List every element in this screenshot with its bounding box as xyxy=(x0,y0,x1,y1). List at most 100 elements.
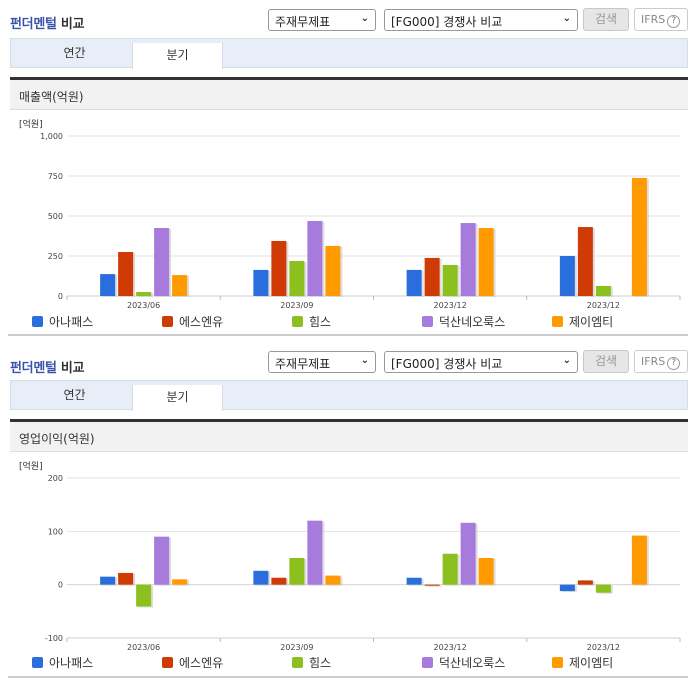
bar[interactable] xyxy=(595,584,611,593)
legend-item[interactable]: 힘스 xyxy=(292,313,331,330)
metric-title: 영업이익(억원) xyxy=(10,422,688,452)
bar[interactable] xyxy=(154,536,170,585)
search-button[interactable]: 검색 xyxy=(583,8,629,31)
x-tick-label: 2023/12 xyxy=(587,301,620,310)
panel-header: 펀더멘털 비교 주재무제표 ⌄ [FG000] 경쟁사 비교 ⌄ 검색 IFRS? xyxy=(0,0,696,38)
bar[interactable] xyxy=(307,220,323,296)
tab-annual[interactable]: 연간 xyxy=(63,46,86,60)
statement-select[interactable]: 주재무제표 ⌄ xyxy=(268,9,376,31)
period-tabs: 연간 분기 xyxy=(10,380,688,411)
legend-item[interactable]: 아나패스 xyxy=(32,313,93,330)
fundamental-panel-revenue: 펀더멘털 비교 주재무제표 ⌄ [FG000] 경쟁사 비교 ⌄ 검색 IFRS? … xyxy=(0,0,696,336)
bar[interactable] xyxy=(595,285,611,296)
chevron-down-icon: ⌄ xyxy=(360,355,369,366)
bar[interactable] xyxy=(442,264,458,296)
legend-label: 아나패스 xyxy=(49,656,94,670)
tab-annual[interactable]: 연간 xyxy=(63,388,86,402)
legend-item[interactable]: 에스엔유 xyxy=(162,313,223,330)
legend-item[interactable]: 제이엠티 xyxy=(552,313,613,330)
panel-header: 펀더멘털 비교 주재무제표 ⌄ [FG000] 경쟁사 비교 ⌄ 검색 IFRS? xyxy=(0,342,696,380)
ifrs-button[interactable]: IFRS? xyxy=(634,8,688,31)
legend-item[interactable]: 제이엠티 xyxy=(552,654,613,671)
chevron-down-icon: ⌄ xyxy=(562,355,571,366)
divider xyxy=(8,334,688,336)
panel-title: 펀더멘털 비교 xyxy=(10,361,85,376)
x-tick-label: 2023/12 xyxy=(434,301,467,310)
group-select[interactable]: [FG000] 경쟁사 비교 ⌄ xyxy=(384,9,578,31)
legend-label: 힘스 xyxy=(309,656,332,670)
metric-title: 매출액(억원) xyxy=(10,80,688,110)
bar[interactable] xyxy=(118,252,134,296)
bar[interactable] xyxy=(631,535,647,585)
tab-quarterly[interactable]: 분기 xyxy=(132,43,223,69)
bar[interactable] xyxy=(577,580,593,585)
legend-label: 덕산네오룩스 xyxy=(439,315,506,329)
bar[interactable] xyxy=(424,257,440,296)
legend-item[interactable]: 아나패스 xyxy=(32,654,93,671)
tab-quarterly[interactable]: 분기 xyxy=(132,385,223,411)
bar[interactable] xyxy=(118,572,134,585)
bar[interactable] xyxy=(559,256,575,296)
panel-title: 펀더멘털 비교 xyxy=(10,17,85,32)
divider xyxy=(10,419,688,422)
ifrs-button[interactable]: IFRS? xyxy=(634,350,688,373)
x-tick-label: 2023/12 xyxy=(434,643,467,652)
legend-swatch-icon xyxy=(422,657,433,668)
y-tick-label: 250 xyxy=(48,252,63,261)
y-tick-label: 1,000 xyxy=(40,132,63,141)
legend-label: 덕산네오룩스 xyxy=(439,656,506,670)
bar[interactable] xyxy=(460,522,476,585)
x-tick-label: 2023/06 xyxy=(127,643,160,652)
legend-swatch-icon xyxy=(292,316,303,327)
bar[interactable] xyxy=(253,269,269,296)
legend-swatch-icon xyxy=(422,316,433,327)
bar[interactable] xyxy=(100,274,116,296)
bar[interactable] xyxy=(325,245,341,296)
bar[interactable] xyxy=(136,292,152,296)
bar[interactable] xyxy=(406,269,422,296)
operating-profit-bar-chart: -100 0 100 200 2023/06 2023/09 2023/12 2023/12 xyxy=(45,474,681,652)
bar[interactable] xyxy=(271,240,287,296)
y-tick-label: 500 xyxy=(48,212,63,221)
bar[interactable] xyxy=(631,177,647,296)
x-tick-label: 2023/06 xyxy=(127,301,160,310)
legend-item[interactable]: 힘스 xyxy=(292,654,331,671)
bar[interactable] xyxy=(442,553,458,585)
unit-label: [억원] xyxy=(19,462,43,472)
bar[interactable] xyxy=(100,576,116,585)
bar[interactable] xyxy=(136,584,152,607)
legend-item[interactable]: 덕산네오룩스 xyxy=(422,654,505,671)
revenue-bar-chart: 0 250 500 750 1,000 2023/06 2023/09 2023/12 2023… xyxy=(40,132,681,310)
help-icon[interactable]: ? xyxy=(667,15,681,28)
bar[interactable] xyxy=(253,570,269,585)
bar[interactable] xyxy=(559,584,575,592)
bar[interactable] xyxy=(289,558,305,585)
legend-label: 아나패스 xyxy=(49,315,94,329)
bar[interactable] xyxy=(424,584,440,586)
bar[interactable] xyxy=(577,227,593,296)
legend-swatch-icon xyxy=(32,316,43,327)
bar[interactable] xyxy=(154,228,170,296)
bar[interactable] xyxy=(172,579,188,585)
statement-select[interactable]: 주재무제표 ⌄ xyxy=(268,351,376,373)
legend-label: 에스엔유 xyxy=(179,656,224,670)
bar[interactable] xyxy=(478,558,494,585)
bar[interactable] xyxy=(325,575,341,585)
bar[interactable] xyxy=(289,260,305,296)
bar[interactable] xyxy=(460,223,476,296)
legend-label: 힘스 xyxy=(309,315,332,329)
legend-swatch-icon xyxy=(32,657,43,668)
y-tick-label: 0 xyxy=(58,581,63,590)
legend-item[interactable]: 에스엔유 xyxy=(162,654,223,671)
bar[interactable] xyxy=(406,577,422,585)
group-select[interactable]: [FG000] 경쟁사 비교 ⌄ xyxy=(384,351,578,373)
bar[interactable] xyxy=(478,228,494,296)
bar[interactable] xyxy=(172,275,188,296)
legend-item[interactable]: 덕산네오룩스 xyxy=(422,313,505,330)
help-icon[interactable]: ? xyxy=(667,357,681,370)
search-button[interactable]: 검색 xyxy=(583,350,629,373)
bar[interactable] xyxy=(307,520,323,585)
fundamental-panel-operating-profit: 펀더멘털 비교 주재무제표 ⌄ [FG000] 경쟁사 비교 ⌄ 검색 IFRS? … xyxy=(0,342,696,684)
divider xyxy=(8,676,688,678)
bar[interactable] xyxy=(271,577,287,585)
